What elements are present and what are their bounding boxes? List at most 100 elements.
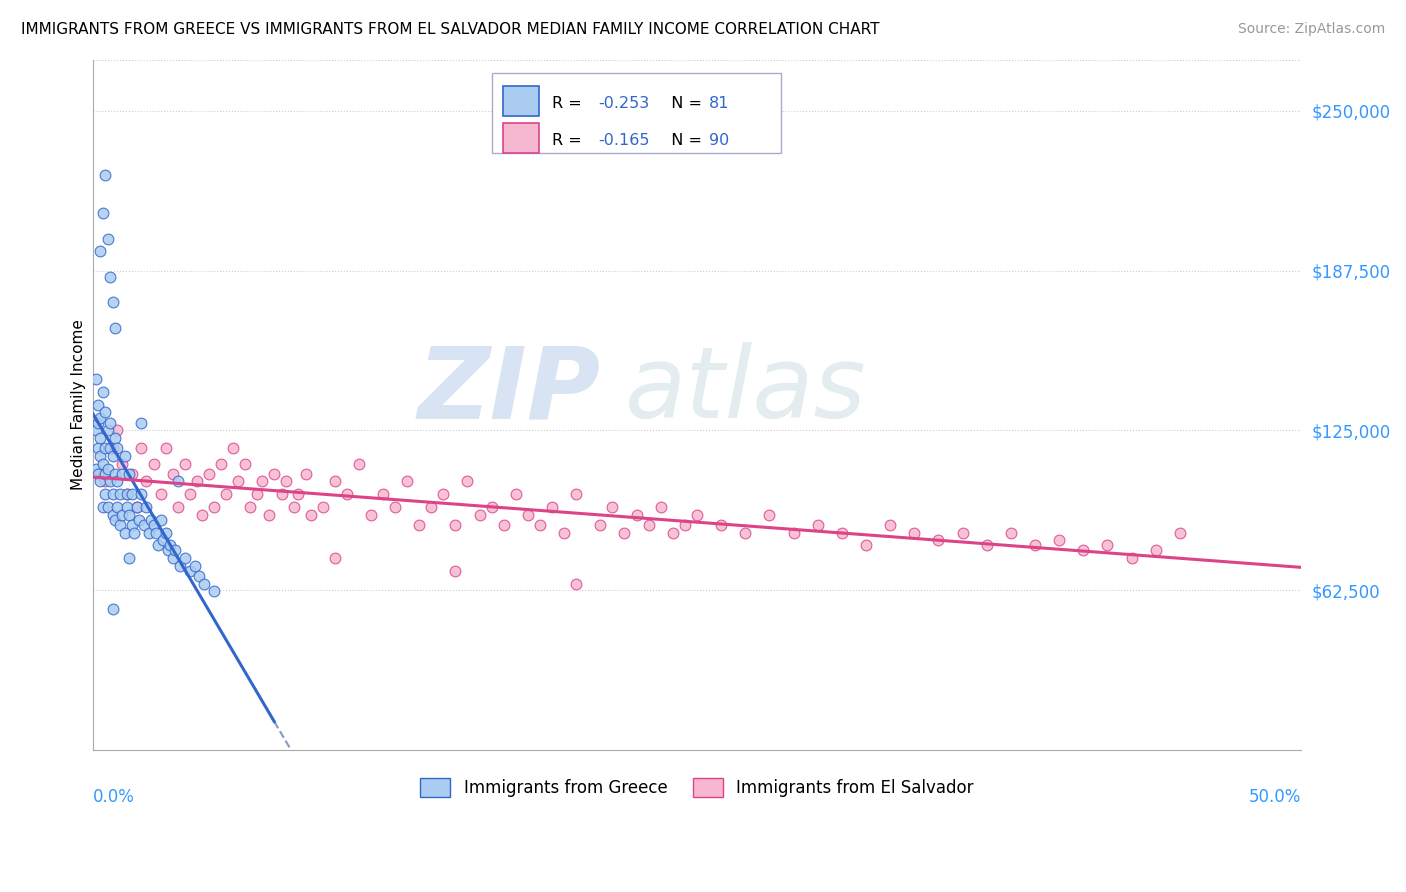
Point xyxy=(215,487,238,501)
Point xyxy=(371,487,394,501)
Point xyxy=(162,467,184,481)
Point xyxy=(299,508,322,522)
Point xyxy=(276,475,298,489)
Point xyxy=(758,508,780,522)
Point xyxy=(108,487,131,501)
Point xyxy=(589,517,612,532)
Point xyxy=(118,467,141,481)
Text: -0.165: -0.165 xyxy=(598,133,650,148)
Point xyxy=(91,384,114,399)
Point xyxy=(121,467,143,481)
Point xyxy=(94,168,117,182)
Point xyxy=(283,500,305,514)
Point xyxy=(101,602,124,616)
Point xyxy=(98,441,121,455)
Point xyxy=(807,517,830,532)
Point xyxy=(492,517,515,532)
Point xyxy=(323,475,346,489)
Point xyxy=(97,231,120,245)
Point xyxy=(94,487,117,501)
Point xyxy=(457,475,479,489)
Point xyxy=(734,525,756,540)
Point xyxy=(115,500,138,514)
Point xyxy=(104,467,127,481)
Point xyxy=(165,543,187,558)
Point xyxy=(87,467,110,481)
Point xyxy=(505,487,527,501)
Point xyxy=(87,416,110,430)
Point xyxy=(114,449,136,463)
Point xyxy=(142,457,165,471)
Point xyxy=(927,533,949,548)
Point xyxy=(115,487,138,501)
Point xyxy=(155,525,177,540)
Point xyxy=(132,517,155,532)
Y-axis label: Median Family Income: Median Family Income xyxy=(72,319,86,491)
FancyBboxPatch shape xyxy=(502,86,538,116)
Point xyxy=(121,517,143,532)
Point xyxy=(710,517,733,532)
Point xyxy=(128,513,150,527)
Point xyxy=(104,431,127,445)
Point xyxy=(360,508,382,522)
Point xyxy=(529,517,551,532)
Point xyxy=(94,405,117,419)
Point xyxy=(98,475,121,489)
Point xyxy=(252,475,274,489)
Point xyxy=(855,538,877,552)
Point xyxy=(516,508,538,522)
Point xyxy=(263,467,285,481)
Point xyxy=(84,423,107,437)
Point xyxy=(202,500,225,514)
Point xyxy=(626,508,648,522)
Point xyxy=(89,410,111,425)
Point xyxy=(553,525,575,540)
Point xyxy=(661,525,683,540)
Point xyxy=(111,467,134,481)
Point xyxy=(166,500,188,514)
Point xyxy=(179,564,201,578)
Point xyxy=(108,517,131,532)
Point xyxy=(347,457,370,471)
Point xyxy=(259,508,281,522)
Point xyxy=(481,500,503,514)
Point xyxy=(101,508,124,522)
Point xyxy=(89,431,111,445)
FancyBboxPatch shape xyxy=(502,123,538,153)
Point xyxy=(114,525,136,540)
Point xyxy=(879,517,901,532)
Point xyxy=(952,525,974,540)
Point xyxy=(420,500,443,514)
FancyBboxPatch shape xyxy=(492,73,782,153)
Point xyxy=(105,423,128,437)
Point xyxy=(94,475,117,489)
Point xyxy=(135,475,157,489)
Point xyxy=(139,513,162,527)
Point xyxy=(105,475,128,489)
Point xyxy=(246,487,269,501)
Point xyxy=(97,500,120,514)
Point xyxy=(131,441,153,455)
Point xyxy=(97,423,120,437)
Text: -0.253: -0.253 xyxy=(598,95,650,111)
Point xyxy=(142,517,165,532)
Point xyxy=(98,416,121,430)
Point xyxy=(125,500,148,514)
Point xyxy=(104,321,127,335)
Point xyxy=(162,551,184,566)
Point xyxy=(311,500,333,514)
Point xyxy=(686,508,709,522)
Point xyxy=(239,500,262,514)
Point xyxy=(183,558,205,573)
Text: R =: R = xyxy=(553,133,586,148)
Point xyxy=(84,372,107,386)
Point xyxy=(166,475,188,489)
Point xyxy=(233,457,256,471)
Text: 81: 81 xyxy=(709,95,730,111)
Text: Source: ZipAtlas.com: Source: ZipAtlas.com xyxy=(1237,22,1385,37)
Point xyxy=(111,457,134,471)
Point xyxy=(155,441,177,455)
Point xyxy=(1047,533,1070,548)
Point xyxy=(650,500,672,514)
Point xyxy=(637,517,659,532)
